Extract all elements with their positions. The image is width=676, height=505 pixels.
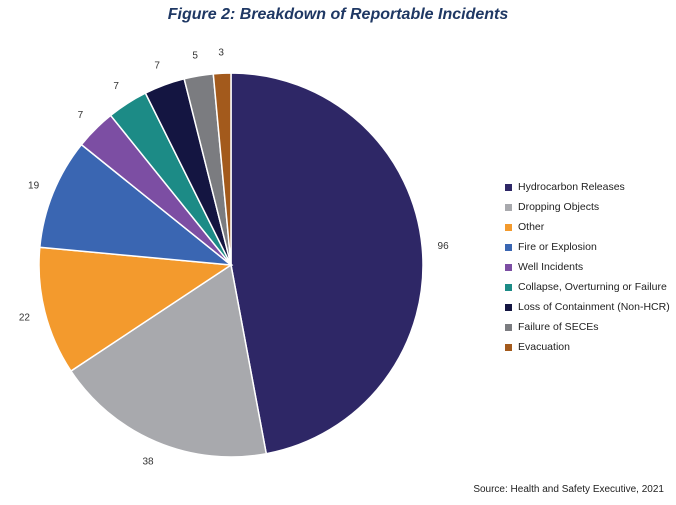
data-label: 7: [78, 110, 84, 121]
legend-label: Dropping Objects: [518, 201, 600, 213]
legend-label: Failure of SECEs: [518, 321, 599, 333]
data-label: 5: [192, 51, 198, 62]
data-label: 96: [438, 241, 450, 252]
legend-swatch: [505, 303, 512, 311]
data-label: 22: [19, 313, 31, 324]
data-label: 19: [28, 181, 40, 192]
legend-label: Fire or Explosion: [518, 241, 597, 253]
pie-slice-hydrocarbon-releases: [230, 72, 424, 455]
legend-label: Evacuation: [518, 341, 570, 353]
legend-label: Collapse, Overturning or Failure: [518, 281, 667, 293]
legend-swatch: [505, 323, 512, 331]
legend-swatch: [505, 263, 512, 271]
pie-slice-other: [38, 246, 234, 373]
legend-swatch: [505, 203, 512, 211]
chart-title: Figure 2: Breakdown of Reportable Incide…: [167, 6, 509, 23]
data-label: 7: [154, 61, 160, 72]
pie-slice-evacuation: [212, 72, 232, 266]
legend-item: Other: [505, 217, 670, 237]
legend-item: Fire or Explosion: [505, 237, 670, 257]
legend-item: Failure of SECEs: [505, 317, 670, 337]
legend-swatch: [505, 283, 512, 291]
legend-label: Loss of Containment (Non-HCR): [518, 301, 670, 313]
chart-legend: Hydrocarbon Releases Dropping Objects Othe…: [505, 177, 670, 357]
legend-swatch: [505, 223, 512, 231]
pie-slice-dropping-objects: [69, 263, 268, 458]
legend-item: Hydrocarbon Releases: [505, 177, 670, 197]
legend-item: Loss of Containment (Non-HCR): [505, 297, 670, 317]
legend-label: Hydrocarbon Releases: [518, 181, 625, 193]
legend-label: Well Incidents: [518, 261, 584, 273]
legend-item: Evacuation: [505, 337, 670, 357]
source-note: Source: Health and Safety Executive, 202…: [473, 484, 664, 495]
legend-label: Other: [518, 221, 545, 233]
legend-item: Dropping Objects: [505, 197, 670, 217]
data-label: 38: [142, 457, 154, 468]
legend-swatch: [505, 343, 512, 351]
legend-swatch: [505, 183, 512, 191]
legend-swatch: [505, 243, 512, 251]
data-label: 7: [113, 81, 119, 92]
legend-item: Collapse, Overturning or Failure: [505, 277, 670, 297]
pie-slice-fire-or-explosion: [39, 143, 234, 266]
data-label: 3: [218, 48, 224, 59]
legend-item: Well Incidents: [505, 257, 670, 277]
